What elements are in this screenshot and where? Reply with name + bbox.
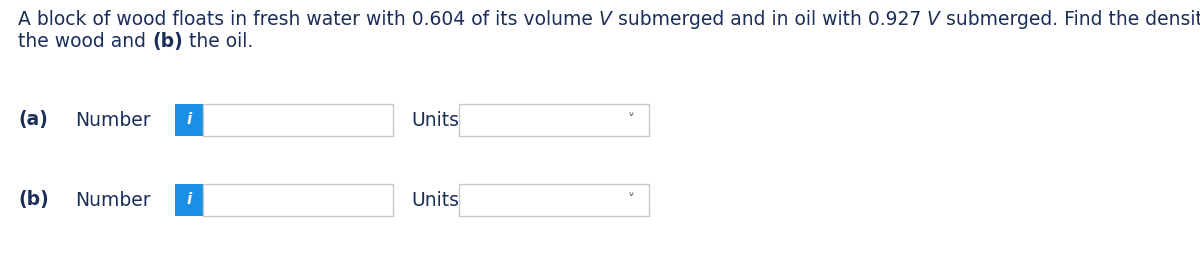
Bar [175, 184, 203, 216]
Text: (b): (b) [152, 32, 182, 51]
Bar [203, 104, 394, 136]
Text: V: V [599, 10, 612, 29]
Text: i: i [186, 193, 192, 207]
Text: submerged and in oil with 0.927: submerged and in oil with 0.927 [612, 10, 928, 29]
Text: (b): (b) [18, 190, 49, 210]
Text: the oil.: the oil. [182, 32, 253, 51]
Text: V: V [928, 10, 940, 29]
Bar [175, 104, 203, 136]
Text: submerged. Find the density of: submerged. Find the density of [940, 10, 1200, 29]
Bar [458, 184, 649, 216]
Text: A block of wood floats in fresh water with 0.604 of its volume: A block of wood floats in fresh water wi… [18, 10, 599, 29]
Text: the wood and: the wood and [18, 32, 152, 51]
Text: Units: Units [410, 110, 458, 130]
Text: Units: Units [410, 190, 458, 210]
Text: (a): (a) [18, 110, 48, 130]
Text: Number: Number [74, 190, 151, 210]
Bar [458, 104, 649, 136]
Text: ˅: ˅ [628, 113, 635, 127]
Text: i: i [186, 113, 192, 127]
Bar [203, 184, 394, 216]
Text: ˅: ˅ [628, 193, 635, 207]
Text: Number: Number [74, 110, 151, 130]
